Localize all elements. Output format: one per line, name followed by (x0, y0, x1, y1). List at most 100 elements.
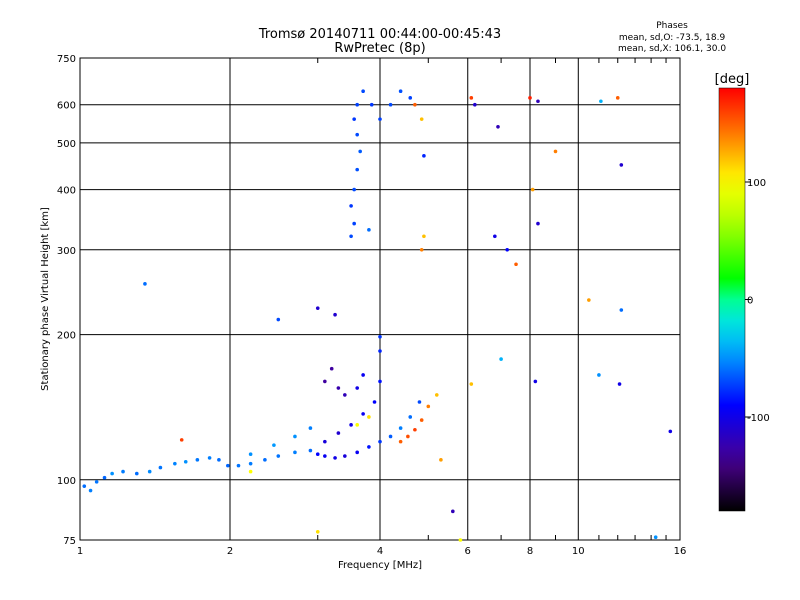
echo-point (147, 469, 152, 474)
colorbar-tick-label: -100 (747, 413, 770, 424)
colorbar (718, 87, 746, 512)
echo-point (349, 423, 353, 427)
echo-point (195, 458, 200, 462)
echo-point (323, 439, 327, 444)
echo-point (352, 187, 356, 192)
echo-point (434, 393, 439, 397)
echo-point (533, 379, 538, 384)
y-axis-label: Stationary phase Virtual Height [km] (40, 207, 51, 391)
y-tick-label: 75 (63, 536, 76, 547)
colorbar-tick-label: 100 (747, 178, 766, 189)
echo-point (226, 463, 230, 468)
echo-point (367, 415, 371, 419)
x-tick-label: 10 (572, 546, 585, 557)
chart-title: Tromsø 20140711 00:44:00-00:45:43 (258, 27, 502, 42)
echo-point (248, 452, 253, 456)
echo-point (599, 99, 603, 104)
echo-point (143, 282, 147, 286)
echo-point (343, 454, 347, 458)
echo-point (378, 379, 382, 384)
phase-stats-o: mean, sd,O: -73.5, 18.9 (618, 33, 726, 43)
echo-point (315, 529, 320, 534)
echo-point (88, 488, 93, 493)
echo-point (398, 439, 403, 444)
y-tick-label: 750 (57, 54, 76, 65)
echo-point (276, 317, 281, 322)
echo-point (398, 89, 403, 94)
echo-point (372, 400, 377, 404)
echo-point (413, 102, 417, 107)
echo-point (597, 373, 601, 377)
echo-point (333, 312, 337, 317)
echo-point (293, 450, 297, 455)
echo-point (388, 434, 393, 439)
echo-point (173, 461, 177, 466)
echo-point (102, 475, 107, 480)
echo-point (398, 426, 403, 430)
echo-point (417, 400, 422, 404)
phase-stats-x: mean, sd,X: 106.1, 30.0 (617, 44, 727, 54)
echo-point (333, 456, 337, 460)
y-tick-label: 500 (57, 139, 76, 150)
echo-point (528, 96, 532, 100)
echo-point (653, 535, 658, 540)
y-tick-label: 400 (57, 186, 76, 197)
echo-point (378, 439, 382, 444)
colorbar-tick-label: 0 (747, 296, 753, 307)
echo-point (82, 484, 87, 488)
x-tick-label: 4 (377, 546, 383, 557)
echo-point (158, 465, 163, 470)
echo-point (419, 117, 424, 121)
y-tick-label: 300 (57, 246, 76, 257)
echo-point (355, 386, 359, 390)
echo-point (352, 221, 356, 226)
echo-point (496, 124, 500, 129)
echo-point (308, 448, 313, 453)
echo-point (378, 334, 382, 339)
echo-point (422, 234, 426, 239)
echo-point (236, 463, 241, 468)
echo-point (349, 204, 353, 208)
echo-point (358, 149, 362, 154)
echo-point (458, 538, 463, 542)
echo-point (336, 431, 341, 435)
echo-point (217, 458, 221, 462)
echo-point (473, 102, 477, 107)
chart-subtitle: RwPretec (8p) (334, 41, 426, 56)
x-tick-label: 2 (227, 546, 233, 557)
echo-point (361, 89, 365, 94)
echo-point (355, 450, 359, 455)
phase-stats-title: Phases (656, 21, 688, 31)
echo-point (355, 102, 359, 107)
echo-point (323, 379, 327, 384)
echo-point (615, 96, 620, 100)
echo-point (406, 434, 410, 439)
y-tick-label: 200 (57, 331, 76, 342)
echo-point (207, 456, 212, 460)
echo-point (343, 393, 347, 397)
echo-point (413, 427, 417, 432)
echo-point (248, 461, 253, 466)
echo-point (323, 454, 327, 458)
echo-point (619, 163, 624, 167)
echo-point (308, 426, 313, 430)
echo-point (110, 471, 114, 476)
echo-point (272, 443, 276, 447)
echo-point (439, 458, 443, 462)
x-axis-label: Frequency [MHz] (338, 560, 422, 571)
echo-point (530, 187, 535, 192)
echo-point (469, 382, 474, 386)
echo-point (505, 248, 509, 252)
x-tick-label: 1 (77, 546, 83, 557)
echo-point (451, 509, 455, 514)
echo-point (315, 452, 320, 456)
colorbar-label: [deg] (715, 72, 750, 87)
y-tick-label: 600 (57, 101, 76, 112)
echo-point (493, 234, 497, 239)
echo-point (367, 228, 371, 232)
echo-point (499, 357, 503, 361)
echo-point (668, 429, 673, 434)
echo-point (514, 262, 518, 267)
echo-point (248, 469, 253, 474)
echo-point (134, 471, 139, 476)
